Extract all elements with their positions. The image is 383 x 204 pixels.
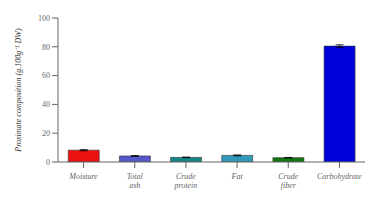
svg-text:Carbohydrate: Carbohydrate <box>317 172 362 181</box>
svg-text:80: 80 <box>42 43 50 52</box>
svg-text:Moisture: Moisture <box>68 172 98 181</box>
svg-text:Crudeprotein: Crudeprotein <box>174 172 198 190</box>
svg-text:Proximate composition (g.100g⁻: Proximate composition (g.100g⁻¹ DW) <box>14 28 23 153</box>
svg-text:20: 20 <box>42 129 50 138</box>
svg-text:60: 60 <box>42 71 50 80</box>
svg-text:Totalash: Totalash <box>127 172 144 190</box>
svg-text:100: 100 <box>38 14 50 23</box>
svg-text:0: 0 <box>46 158 50 167</box>
svg-text:Fat: Fat <box>231 172 244 181</box>
svg-text:40: 40 <box>42 100 50 109</box>
svg-text:Crudefiber: Crudefiber <box>278 172 298 190</box>
